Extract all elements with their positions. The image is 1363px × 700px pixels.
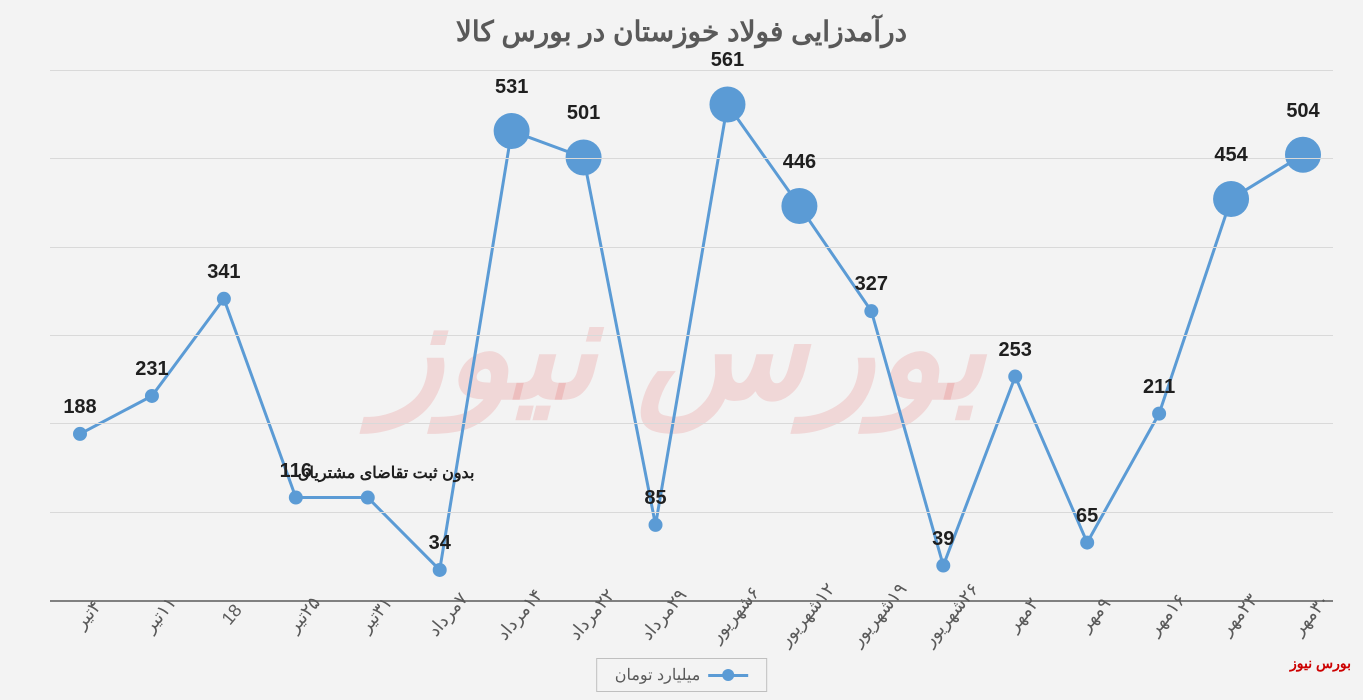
x-axis-label: ۲۲مرداد bbox=[564, 585, 619, 644]
x-axis-label: 18 bbox=[217, 600, 246, 629]
data-label: 454 bbox=[1214, 144, 1247, 167]
x-axis-label: ۱۹شهریور bbox=[847, 579, 912, 650]
x-axis-label: ۱۴مرداد bbox=[492, 585, 547, 644]
x-axis-label: ۶شهریور bbox=[706, 583, 765, 647]
x-axis-label: ۲۳مهر bbox=[1216, 590, 1262, 640]
data-label: 85 bbox=[644, 487, 666, 510]
x-axis-label: ۲۶شهریور bbox=[919, 579, 984, 650]
legend-line-icon bbox=[708, 674, 748, 677]
x-axis-label: ۳۱تیر bbox=[355, 593, 397, 637]
gridline bbox=[50, 247, 1333, 248]
x-axis-label: ۹مهر bbox=[1075, 594, 1115, 636]
x-axis-label: ۷مرداد bbox=[424, 589, 472, 641]
data-marker bbox=[649, 518, 663, 532]
chart-title: درآمدزایی فولاد خوزستان در بورس کالا bbox=[456, 15, 907, 48]
data-marker bbox=[73, 427, 87, 441]
x-axis-label: ۴تیر bbox=[70, 596, 105, 633]
data-label: 341 bbox=[207, 261, 240, 284]
gridline bbox=[50, 512, 1333, 513]
data-label: 531 bbox=[495, 76, 528, 99]
gridline bbox=[50, 70, 1333, 71]
data-label: 504 bbox=[1286, 100, 1319, 123]
gridline bbox=[50, 335, 1333, 336]
data-marker bbox=[1213, 181, 1249, 217]
x-axis-label: ۲مهر bbox=[1003, 594, 1043, 636]
data-label: 327 bbox=[855, 273, 888, 296]
legend-marker-icon bbox=[722, 669, 734, 681]
data-marker bbox=[1008, 370, 1022, 384]
data-label: 253 bbox=[999, 339, 1032, 362]
data-label: 561 bbox=[711, 49, 744, 72]
data-marker bbox=[217, 292, 231, 306]
data-label: 188 bbox=[63, 396, 96, 419]
legend-label: میلیارد تومان bbox=[615, 665, 701, 685]
data-marker bbox=[936, 559, 950, 573]
data-marker bbox=[1285, 137, 1321, 173]
data-label: 211 bbox=[1143, 376, 1175, 399]
annotation-text: بدون ثبت تقاضای مشتریان bbox=[298, 463, 475, 483]
data-marker bbox=[494, 113, 530, 149]
data-marker bbox=[361, 491, 375, 505]
legend: میلیارد تومان bbox=[596, 658, 768, 692]
data-marker bbox=[864, 304, 878, 318]
data-label: 34 bbox=[429, 532, 451, 555]
x-axis-label: ۳۰مهر bbox=[1288, 590, 1334, 640]
gridline bbox=[50, 423, 1333, 424]
source-label: بورس نیوز bbox=[1290, 655, 1351, 672]
data-marker bbox=[781, 188, 817, 224]
x-axis-label: ۲۹مرداد bbox=[636, 585, 691, 644]
data-label: 65 bbox=[1076, 505, 1098, 528]
data-marker bbox=[709, 86, 745, 122]
data-marker bbox=[145, 389, 159, 403]
plot-area: 1882313411163453150185561446327392536521… bbox=[50, 70, 1333, 600]
x-axis-label: ۱۲شهریور bbox=[775, 579, 840, 650]
gridline bbox=[50, 158, 1333, 159]
x-axis-label: ۱۱تیر bbox=[139, 593, 181, 637]
data-label: 501 bbox=[567, 102, 600, 125]
x-axis-label: ۱۶مهر bbox=[1144, 590, 1190, 640]
data-label: 231 bbox=[135, 358, 168, 381]
chart-container: بورس نیوز درآمدزایی فولاد خوزستان در بور… bbox=[0, 0, 1363, 700]
x-axis-label: ۲۵تیر bbox=[283, 593, 325, 637]
data-marker bbox=[1152, 407, 1166, 421]
series-line bbox=[80, 104, 1303, 570]
data-label: 446 bbox=[783, 151, 816, 174]
data-label: 39 bbox=[932, 528, 954, 551]
data-marker bbox=[1080, 536, 1094, 550]
data-marker bbox=[289, 491, 303, 505]
data-marker bbox=[433, 563, 447, 577]
